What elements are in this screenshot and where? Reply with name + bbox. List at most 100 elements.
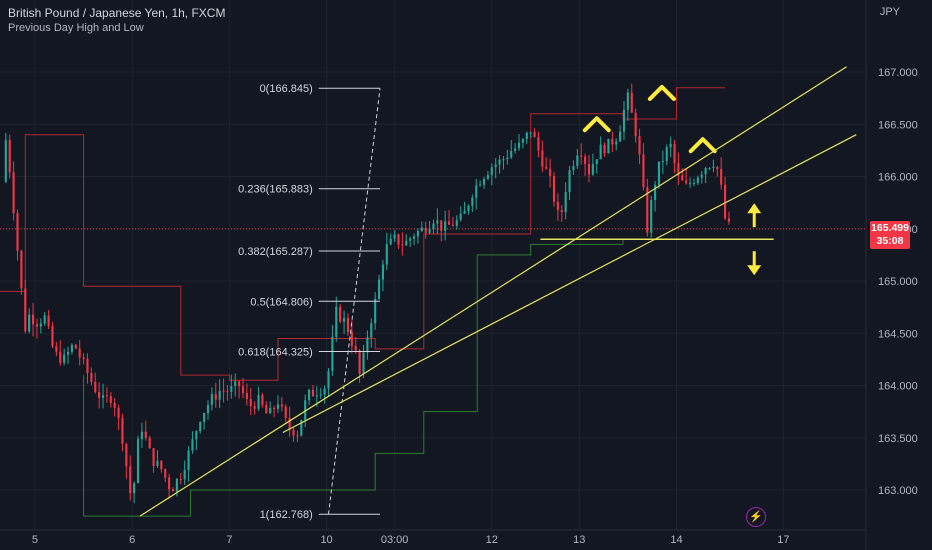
- candle-body: [78, 348, 81, 358]
- candle-body: [599, 144, 602, 160]
- indicator-label[interactable]: Previous Day High and Low: [8, 22, 144, 34]
- candle-body: [296, 435, 299, 437]
- candle-body: [447, 221, 451, 225]
- candle-body: [420, 227, 423, 232]
- candle-body: [576, 155, 579, 166]
- fib-level-label: 0.236(165.883): [238, 184, 313, 196]
- fib-level-label: 1(162.768): [260, 509, 313, 521]
- candle-body: [723, 184, 727, 219]
- candle-body: [160, 460, 163, 470]
- candle-body: [661, 161, 664, 163]
- y-tick-label: 165.000: [878, 276, 918, 288]
- candle-body: [646, 187, 649, 233]
- candle-body: [385, 244, 388, 265]
- candle-body: [673, 143, 676, 164]
- y-tick-label: 167.000: [878, 67, 918, 79]
- fib-level-label: 0(166.845): [260, 83, 313, 95]
- candle-body: [280, 404, 283, 407]
- candle-body: [412, 236, 416, 239]
- candle-body: [24, 288, 27, 332]
- candle-body: [362, 352, 365, 374]
- candle-body: [311, 389, 315, 397]
- candle-body: [168, 477, 171, 490]
- candle-body: [584, 156, 587, 164]
- candle-body: [241, 386, 245, 394]
- candle-body: [615, 141, 618, 145]
- candle-body: [300, 420, 303, 436]
- current-price-value: 165.499: [871, 221, 909, 234]
- candle-body: [665, 147, 668, 162]
- candle-body: [94, 381, 97, 392]
- candle-body: [31, 314, 35, 325]
- candle-body: [502, 159, 505, 161]
- peak-chevron: [647, 84, 676, 101]
- candle-body: [397, 234, 400, 245]
- candle-body: [187, 450, 190, 471]
- candle-body: [545, 166, 548, 169]
- currency-label: JPY: [879, 6, 900, 18]
- candle-body: [712, 166, 715, 169]
- candle-body: [451, 224, 454, 226]
- candle-body: [381, 264, 385, 280]
- candle-body: [304, 400, 307, 421]
- x-tick-label: 13: [573, 534, 585, 546]
- candle-body: [393, 234, 396, 239]
- candle-body: [136, 439, 140, 484]
- candle-body: [292, 429, 295, 436]
- lightning-icon[interactable]: ⚡: [746, 507, 766, 527]
- candle-body: [517, 142, 521, 149]
- candle-body: [370, 323, 373, 338]
- candle-body: [98, 391, 101, 398]
- candle-body: [113, 402, 116, 408]
- candle-body: [401, 244, 404, 246]
- candle-body: [288, 417, 291, 430]
- candle-body: [689, 183, 692, 185]
- candle-body: [90, 373, 93, 382]
- candle-body: [471, 197, 474, 206]
- candle-body: [669, 143, 672, 148]
- candle-body: [133, 483, 136, 494]
- candle-body: [654, 184, 657, 200]
- y-tick-label: 164.500: [878, 328, 918, 340]
- candle-body: [156, 460, 159, 466]
- candle-body: [39, 323, 42, 327]
- candle-body: [630, 92, 633, 113]
- candle-body: [700, 174, 703, 178]
- candle-body: [564, 192, 567, 213]
- candle-body: [70, 344, 73, 352]
- prev-day-low-line: [83, 238, 677, 517]
- candle-body: [28, 314, 31, 332]
- candle-body: [121, 418, 124, 444]
- candle-body: [164, 469, 167, 478]
- candle-body: [638, 136, 641, 155]
- candle-body: [171, 489, 175, 492]
- x-tick-label: 5: [32, 534, 38, 546]
- candle-body: [428, 228, 431, 233]
- candle-body: [533, 132, 536, 138]
- candle-body: [591, 164, 594, 175]
- candle-body: [319, 394, 322, 396]
- candle-body: [82, 357, 85, 359]
- candle-body: [350, 331, 353, 346]
- candle-body: [634, 112, 637, 137]
- candle-body: [101, 395, 105, 398]
- candle-body: [572, 165, 575, 171]
- candle-body: [677, 163, 680, 176]
- candle-body: [335, 306, 338, 337]
- candle-body: [494, 164, 497, 168]
- candle-body: [226, 391, 229, 393]
- candle-body: [467, 205, 470, 211]
- candle-body: [20, 250, 23, 289]
- candle-body: [59, 351, 62, 363]
- candle-body: [603, 144, 606, 154]
- candle-body: [440, 220, 443, 231]
- candle-body: [708, 168, 711, 170]
- candle-body: [416, 231, 420, 237]
- candle-body: [315, 395, 318, 397]
- candle-body: [374, 298, 377, 324]
- candle-body: [152, 448, 155, 466]
- candle-body: [681, 175, 684, 181]
- candle-body: [269, 407, 272, 414]
- candle-body: [63, 354, 66, 363]
